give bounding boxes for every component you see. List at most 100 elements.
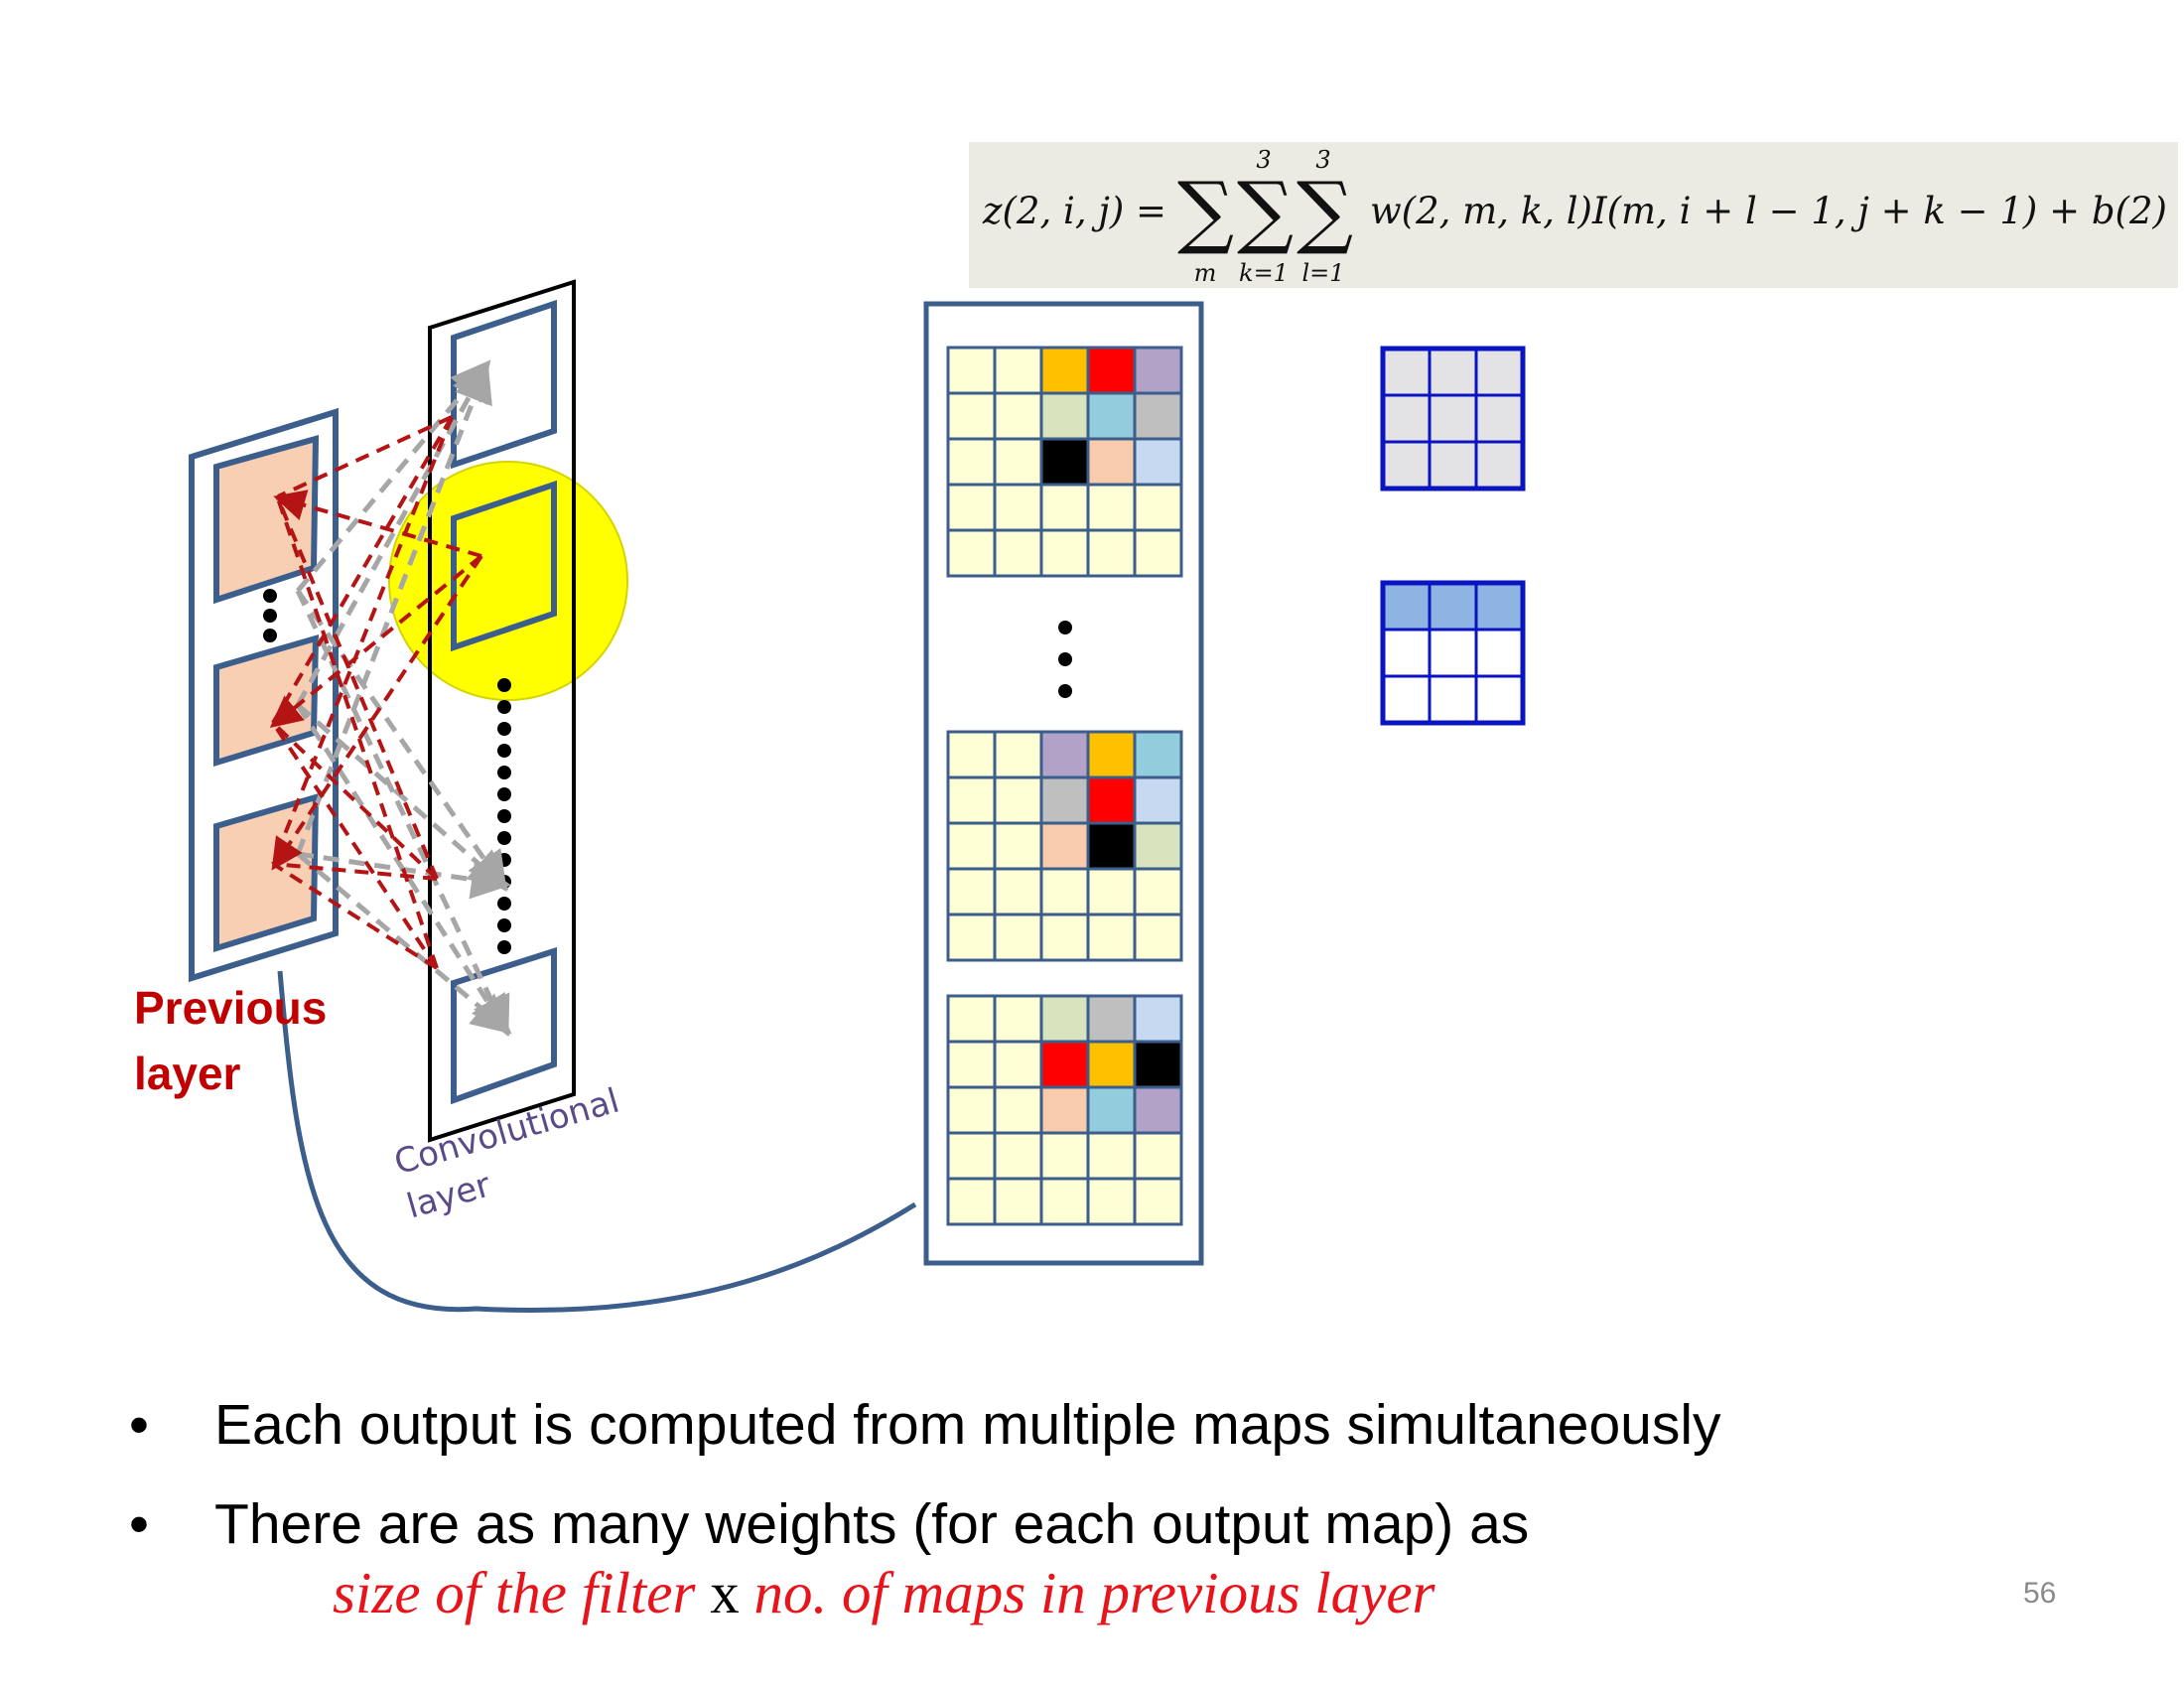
grid-cell: [946, 821, 997, 871]
filter-cell: [1381, 628, 1432, 678]
filter-cell: [1381, 581, 1432, 632]
grid-cell: [1133, 437, 1183, 487]
sum3-upper-limit: 3: [1315, 146, 1331, 174]
sum-symbol-m: ∑: [1177, 165, 1235, 257]
filter-cell: [1381, 393, 1432, 444]
filter-cell: [1474, 581, 1525, 632]
grid-cell: [946, 994, 997, 1044]
grid-cell: [1086, 1131, 1137, 1181]
grid-cell: [946, 1131, 997, 1181]
grid-cell: [946, 346, 997, 395]
grid-cell: [946, 528, 997, 578]
grid-cell: [1086, 913, 1137, 962]
grid-cell: [993, 775, 1043, 825]
grid-cell: [1039, 1131, 1090, 1181]
grid-cell: [1086, 483, 1137, 532]
grid-cell: [1039, 528, 1090, 578]
grid-cell: [1039, 1040, 1090, 1089]
grid-cell: [946, 391, 997, 441]
filter-cell: [1428, 674, 1478, 725]
filter-cell: [1474, 674, 1525, 725]
previous-layer-ellipsis-dots: [263, 589, 277, 642]
grid-cell: [1039, 1177, 1090, 1226]
previous-map-1: [213, 435, 320, 605]
grid-cell: [946, 913, 997, 962]
grid-cell: [1086, 437, 1137, 487]
filter-cell: [1428, 581, 1478, 632]
bullet-dot-icon: •: [129, 1492, 149, 1556]
connector-curve: [277, 970, 917, 1314]
grid-cell: [1133, 994, 1183, 1044]
previous-map-3: [213, 792, 320, 953]
grid-cell: [993, 483, 1043, 532]
weights-ellipsis-dots: [1058, 621, 1072, 698]
grid-cell: [993, 528, 1043, 578]
formula-rhs: w(2, m, k, l)I(m, i + l − 1, j + k − 1) …: [1370, 190, 2167, 232]
grid-cell: [1086, 730, 1137, 779]
filter-border: [1380, 346, 1526, 492]
bullet-text: Each output is computed from multiple ma…: [214, 1393, 1721, 1457]
grid-cell: [993, 1131, 1043, 1181]
grid-cell: [1086, 391, 1137, 441]
grid-cell: [993, 821, 1043, 871]
weight-grids: [946, 346, 1183, 1226]
formula-lhs: z(2, i, j) =: [983, 190, 1167, 232]
sum-symbol-l: ∑: [1297, 165, 1354, 257]
filter-cell: [1381, 347, 1432, 397]
grid-cell: [1086, 867, 1137, 916]
grid-bottom: [946, 994, 1183, 1226]
grid-cell: [993, 346, 1043, 395]
grid-cell: [1086, 821, 1137, 871]
filter-cell: [1474, 628, 1525, 678]
grid-cell: [1086, 528, 1137, 578]
filter-cell: [1381, 674, 1432, 725]
grid-cell: [993, 1177, 1043, 1226]
bullet-dot-icon: •: [129, 1393, 149, 1457]
grid-cell: [993, 730, 1043, 779]
grid-cell: [1039, 994, 1090, 1044]
filter-border: [1380, 580, 1526, 726]
previous-layer-label: Previous layer: [134, 975, 327, 1106]
previous-layer-panel: [189, 407, 339, 983]
expression-filter-size: size of the filter: [333, 1560, 696, 1625]
grid-cell: [1039, 821, 1090, 871]
filter-cell: [1428, 440, 1478, 491]
previous-layer-label-line2: layer: [134, 1048, 241, 1099]
grid-cell: [993, 994, 1043, 1044]
grid-cell: [1133, 775, 1183, 825]
filter-cell: [1428, 393, 1478, 444]
grid-cell: [1086, 1085, 1137, 1135]
conv-layer-ellipsis-dots: [497, 678, 511, 954]
grid-cell: [1133, 1177, 1183, 1226]
grid-cell: [1086, 346, 1137, 395]
grid-cell: [946, 1040, 997, 1089]
grid-cell: [1133, 1131, 1183, 1181]
grid-cell: [1086, 994, 1137, 1044]
filter-cell: [1474, 393, 1525, 444]
sum2-lower-limit: k=1: [1239, 259, 1289, 287]
grid-cell: [946, 867, 997, 916]
grid-cell: [1133, 730, 1183, 779]
bullet-text: There are as many weights (for each outp…: [214, 1492, 1530, 1556]
weights-panel: [923, 301, 1204, 1266]
red-dashed-connections: [269, 415, 483, 970]
sum1-lower-limit: m: [1193, 259, 1217, 287]
expression-times: x: [710, 1560, 740, 1625]
conv-map-2-highlighted: [451, 480, 557, 652]
grid-cell: [1039, 437, 1090, 487]
filter-icon-full: [1380, 346, 1526, 492]
sum3-lower-limit: l=1: [1301, 259, 1345, 287]
filter-icons: [1380, 346, 1526, 726]
grid-cell: [1086, 775, 1137, 825]
filter-cell: [1474, 440, 1525, 491]
grid-cell: [1039, 867, 1090, 916]
grid-cell: [1039, 1085, 1090, 1135]
filter-cell: [1381, 440, 1432, 491]
grid-cell: [1133, 391, 1183, 441]
grid-cell: [993, 391, 1043, 441]
grid-cell: [1039, 483, 1090, 532]
grid-cell: [993, 437, 1043, 487]
grid-cell: [1133, 483, 1183, 532]
convolutional-layer-panel: [428, 279, 576, 1143]
